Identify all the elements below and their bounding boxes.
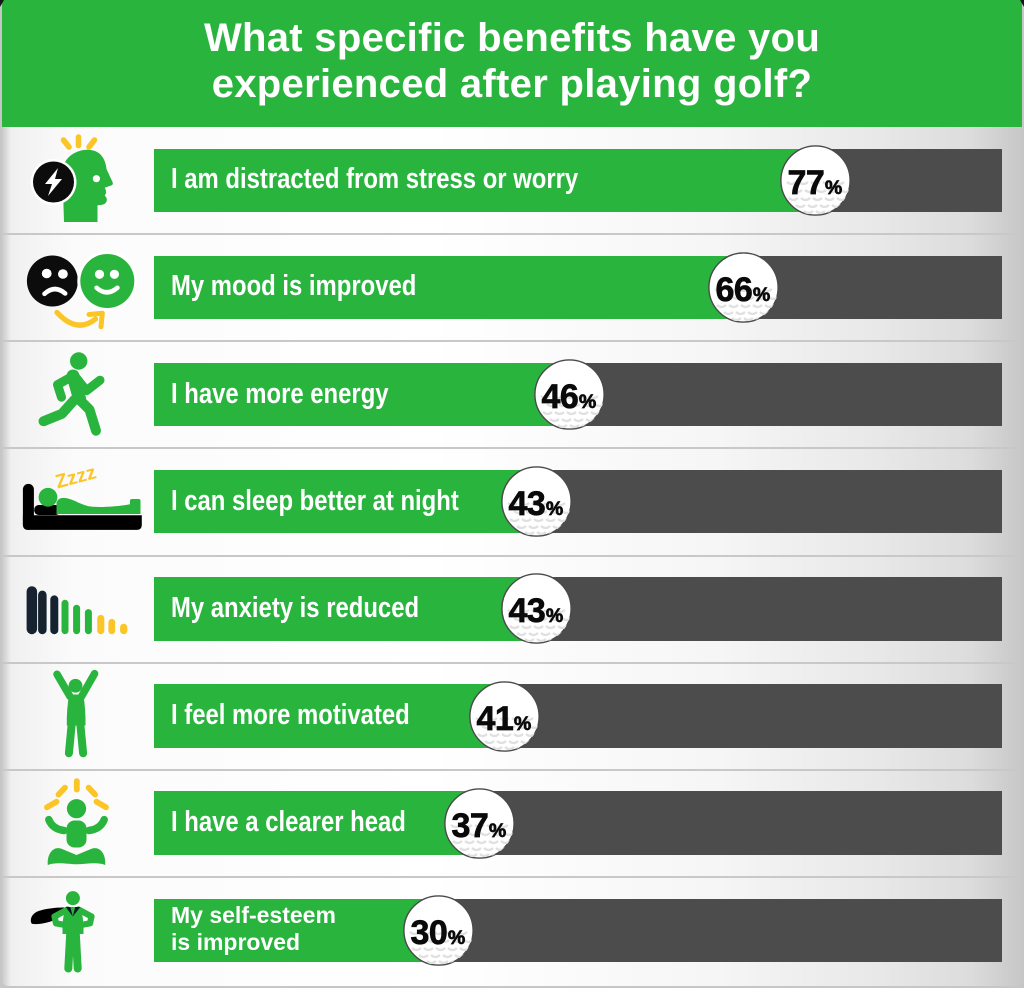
svg-text:Zzzz: Zzzz: [53, 462, 99, 494]
svg-text:37%: 37%: [451, 806, 505, 844]
svg-text:66%: 66%: [715, 271, 769, 309]
